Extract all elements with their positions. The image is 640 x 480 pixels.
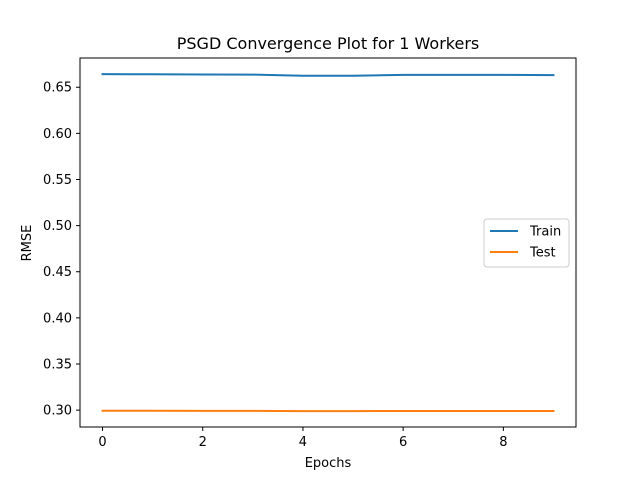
plot-area: 0 2 4 6 8 0.30 0.35 0.40 0.45 0.50 0.55 0.60 0.65: [43, 57, 577, 450]
x-tick-label: 4: [299, 435, 307, 450]
y-tick-label: 0.35: [43, 357, 72, 372]
series-layer: [101, 73, 555, 413]
legend-label-train: Train: [529, 225, 561, 240]
y-tick-label: 0.40: [43, 311, 72, 326]
y-axis-label: RMSE: [20, 225, 35, 262]
x-tick-label: 8: [499, 435, 507, 450]
y-tick-label: 0.60: [43, 127, 72, 142]
y-axis-ticks: 0.30 0.35 0.40 0.45 0.50 0.55 0.60 0.65: [43, 81, 80, 419]
x-tick-label: 0: [98, 435, 106, 450]
chart-title: PSGD Convergence Plot for 1 Workers: [177, 34, 479, 53]
x-axis-label: Epochs: [305, 456, 352, 471]
x-tick-label: 2: [199, 435, 207, 450]
legend: Train Test: [483, 218, 570, 268]
y-tick-label: 0.55: [43, 173, 72, 188]
x-tick-label: 6: [399, 435, 407, 450]
x-axis-ticks: 0 2 4 6 8: [98, 427, 507, 450]
series-line-train: [101, 73, 555, 77]
legend-label-test: Test: [529, 246, 556, 261]
plot-frame: [79, 57, 577, 428]
y-tick-label: 0.50: [43, 219, 72, 234]
y-tick-label: 0.30: [43, 404, 72, 419]
y-tick-label: 0.65: [43, 81, 72, 96]
y-tick-label: 0.45: [43, 265, 72, 280]
